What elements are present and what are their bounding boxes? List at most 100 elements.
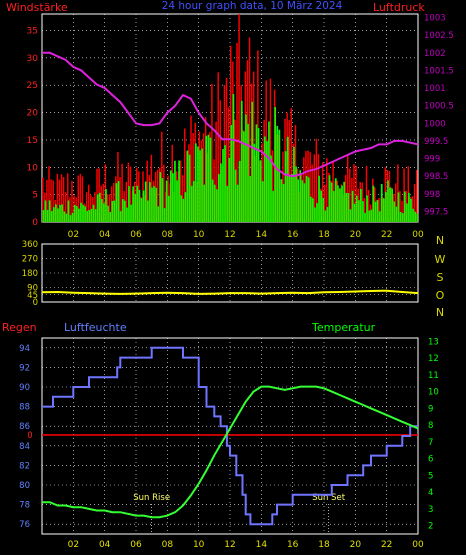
avg-bar (284, 151, 287, 222)
avg-bar (355, 195, 358, 222)
avg-bar (52, 207, 55, 222)
avg-bar (247, 123, 249, 222)
wind-y-tick-label: 10 (27, 163, 39, 173)
humidity-x-tick-label: 12 (224, 540, 235, 550)
avg-bar (167, 195, 170, 222)
gust-bar (395, 183, 397, 222)
humidity-y-tick-label: 92 (19, 363, 30, 373)
avg-bar (78, 208, 80, 222)
gust-bar (269, 78, 272, 222)
avg-bar (42, 210, 45, 222)
gust-bar (129, 166, 132, 222)
humidity-axis-title: Luftfeuchte (64, 321, 127, 334)
avg-bar (46, 209, 49, 222)
direction-y-tick-label: 45 (27, 291, 38, 301)
avg-bar (293, 146, 295, 222)
avg-bar (153, 185, 155, 222)
avg-bar (385, 191, 387, 222)
avg-bar (155, 187, 157, 222)
gust-bar (108, 194, 111, 222)
humidity-y-tick-label: 82 (19, 461, 30, 471)
avg-bar (184, 192, 187, 222)
pressure-y-tick-label: 1002.5 (424, 31, 454, 41)
pressure-y-tick-label: 999 (424, 155, 440, 165)
humidity-x-tick-label: 02 (68, 540, 79, 550)
avg-bar (349, 209, 352, 222)
avg-bar (341, 185, 343, 222)
avg-bar (151, 187, 153, 222)
avg-bar (324, 210, 327, 222)
wind-y-tick-label: 5 (32, 191, 38, 201)
avg-bar (220, 163, 222, 222)
gust-bar (79, 173, 82, 222)
gust-bar (202, 133, 205, 222)
avg-bar (297, 179, 300, 222)
avg-bar (357, 200, 360, 222)
avg-bar (374, 201, 377, 222)
avg-bar (389, 187, 391, 222)
avg-bar (111, 200, 114, 222)
compass-letter-label: N (436, 306, 444, 319)
gust-bar (69, 197, 71, 222)
wind-x-tick-label: 12 (224, 230, 235, 240)
avg-bar (382, 198, 385, 222)
avg-bar (360, 188, 362, 222)
avg-bar (130, 204, 132, 222)
avg-bar (186, 150, 189, 222)
avg-bar (303, 183, 306, 222)
avg-bar (240, 100, 243, 222)
avg-bar (368, 210, 371, 222)
humidity-x-tick-label: 06 (130, 540, 142, 550)
avg-bar (138, 189, 141, 222)
avg-bar (197, 146, 199, 222)
avg-bar (50, 211, 53, 222)
avg-bar (149, 182, 151, 222)
wind-y-tick-label: 15 (27, 136, 38, 146)
avg-bar (278, 129, 281, 222)
avg-bar (251, 101, 254, 222)
temperature-y-tick-label: 13 (428, 337, 439, 347)
pressure-y-tick-label: 999.5 (424, 137, 448, 147)
avg-bar (274, 107, 277, 222)
avg-bar (169, 170, 172, 222)
avg-bar (128, 186, 130, 222)
avg-bar (286, 136, 289, 222)
avg-bar (67, 200, 70, 222)
wind-x-tick-label: 10 (193, 230, 205, 240)
gust-bar (315, 138, 318, 222)
avg-bar (107, 205, 109, 222)
gust-bar (326, 158, 328, 222)
avg-bar (174, 160, 176, 222)
humidity-line (42, 346, 418, 526)
humidity-x-tick-label: 10 (193, 540, 205, 550)
temperature-axis-title: Temperatur (311, 321, 376, 334)
pressure-line (42, 51, 419, 178)
avg-bar (123, 200, 126, 222)
avg-bar (307, 177, 310, 222)
avg-bar (401, 213, 404, 222)
gust-bar (50, 179, 52, 222)
avg-bar (347, 192, 350, 222)
humidity-temperature-panel: 02 04 06 08 10 12 14 16 18 20 22 007678808284868890… (19, 337, 439, 550)
rain-zero-label: 0 (27, 431, 32, 441)
avg-bar (414, 211, 416, 222)
gust-bar (81, 176, 84, 222)
avg-bar (84, 206, 86, 222)
avg-bar (117, 181, 120, 222)
avg-bar (259, 160, 262, 222)
avg-bar (144, 181, 147, 222)
gust-bar (181, 175, 184, 222)
avg-bar (55, 204, 57, 222)
gust-bar (90, 195, 92, 222)
avg-bar (96, 194, 99, 222)
gust-bar (313, 154, 316, 222)
compass-letter-label: N (436, 234, 444, 247)
avg-bar (322, 197, 325, 222)
humidity-y-tick-label: 80 (19, 481, 30, 491)
avg-bar (199, 150, 201, 222)
avg-bar (337, 185, 339, 222)
avg-bar (276, 125, 279, 222)
temperature-y-tick-label: 10 (428, 388, 439, 398)
avg-bar (408, 192, 410, 222)
